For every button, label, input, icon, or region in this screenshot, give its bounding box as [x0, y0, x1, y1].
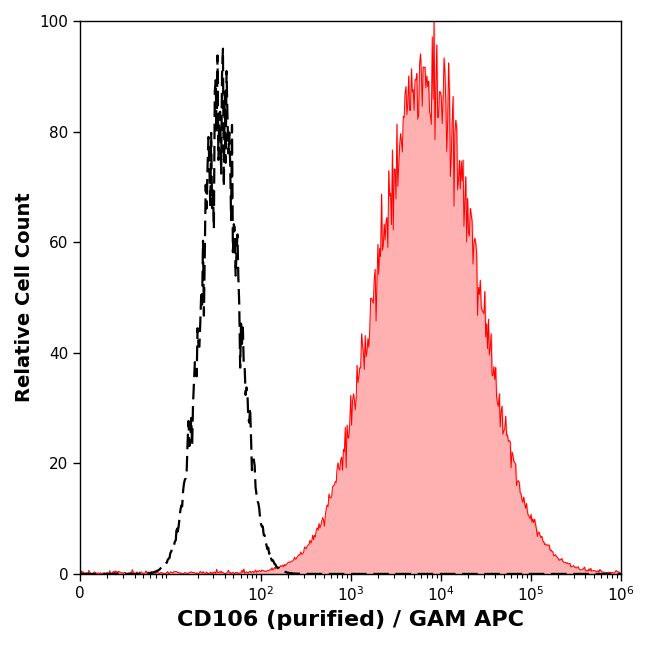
Y-axis label: Relative Cell Count: Relative Cell Count: [15, 193, 34, 402]
X-axis label: CD106 (purified) / GAM APC: CD106 (purified) / GAM APC: [177, 610, 524, 630]
